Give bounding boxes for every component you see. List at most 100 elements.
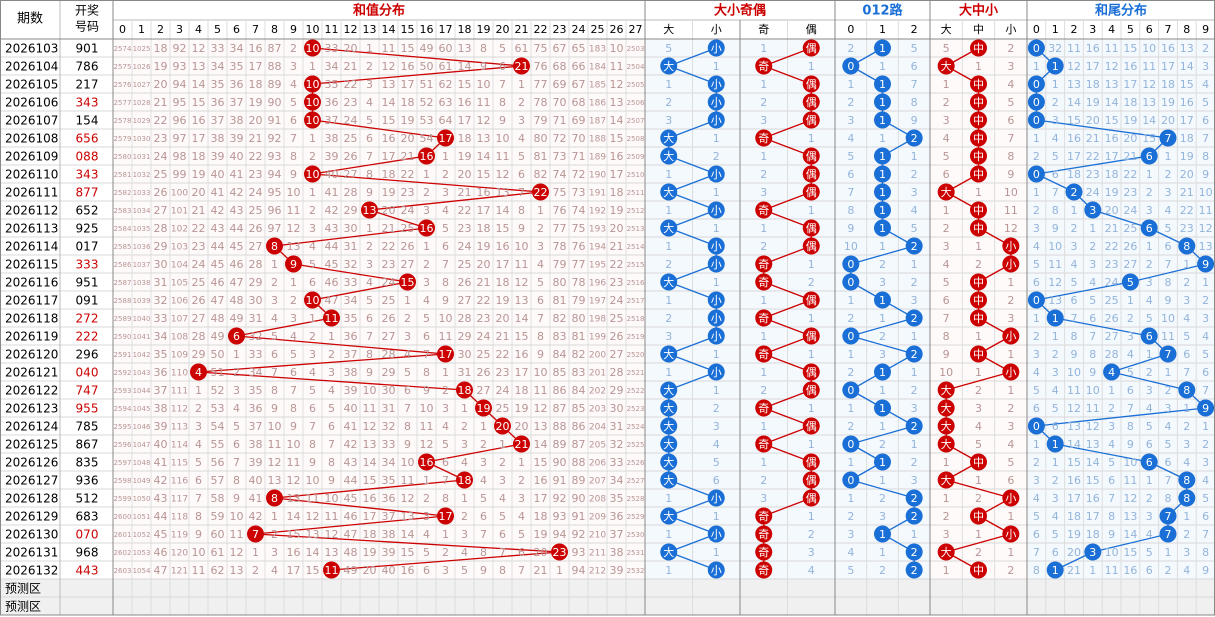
hit-label: 11 xyxy=(325,564,339,577)
draw-number: 968 xyxy=(76,546,99,560)
omission: 11 xyxy=(401,474,415,487)
omission: 8 xyxy=(1007,150,1014,163)
hit-label: 小 xyxy=(1005,330,1016,343)
omission: 5 xyxy=(290,96,297,109)
hit-label: 奇 xyxy=(758,132,769,145)
omission: 10 xyxy=(268,420,282,433)
omission: 207 xyxy=(589,477,606,487)
omission: 5 xyxy=(1033,384,1040,397)
omission: 74 xyxy=(553,168,567,181)
omission: 1 xyxy=(1183,402,1190,415)
trend-line xyxy=(312,155,427,175)
omission: 4 xyxy=(366,96,373,109)
period-header: 期数 xyxy=(17,12,43,27)
trend-line xyxy=(236,317,332,337)
omission: 2 xyxy=(309,150,316,163)
omission: 7 xyxy=(271,366,278,379)
hit-label: 10 xyxy=(306,42,320,55)
omission: 39 xyxy=(154,420,168,433)
omission: 2 xyxy=(713,150,720,163)
hit-label: 中 xyxy=(973,204,984,217)
hit-label: 大 xyxy=(941,185,952,199)
omission: 17 xyxy=(1161,60,1175,73)
hit-label: 中 xyxy=(973,510,984,523)
hit-ball xyxy=(937,399,955,417)
omission: 23 xyxy=(344,96,358,109)
omission: 1 xyxy=(879,546,886,559)
omission: 36 xyxy=(344,330,358,343)
trend-line xyxy=(236,335,446,355)
hit-label: 1 xyxy=(879,42,886,55)
omission: 21 xyxy=(249,132,263,145)
omission: 2503 xyxy=(627,45,645,53)
omission: 1046 xyxy=(133,423,151,431)
omission: 10 xyxy=(610,42,624,55)
omission: 4 xyxy=(1052,384,1059,397)
column-header: 9 xyxy=(1202,23,1209,36)
omission: 2521 xyxy=(627,369,645,377)
omission: 1 xyxy=(1108,384,1115,397)
hit-label: 0 xyxy=(847,474,854,487)
omission: 2 xyxy=(518,96,525,109)
omission: 21 xyxy=(534,564,548,577)
omission: 5 xyxy=(1052,150,1059,163)
omission: 2585 xyxy=(114,243,132,251)
omission: 2519 xyxy=(627,333,645,341)
omission: 1 xyxy=(911,258,918,271)
omission: 25 xyxy=(610,312,624,325)
omission: 1 xyxy=(1007,348,1014,361)
hit-ball xyxy=(304,93,321,111)
omission: 2 xyxy=(1146,492,1153,505)
group-title: 和值分布 xyxy=(353,3,405,19)
omission: 26 xyxy=(1123,240,1137,253)
omission: 3 xyxy=(1033,474,1040,487)
hit-label: 2 xyxy=(1071,186,1078,199)
omission: 3 xyxy=(1052,366,1059,379)
omission: 41 xyxy=(211,186,225,199)
omission: 2 xyxy=(442,546,449,559)
omission: 8 xyxy=(195,510,202,523)
omission: 4 xyxy=(1007,78,1014,91)
omission: 15 xyxy=(363,474,377,487)
omission: 115 xyxy=(171,459,188,469)
trend-line xyxy=(293,263,408,283)
omission: 20 xyxy=(1123,132,1137,145)
omission: 1 xyxy=(1165,546,1172,559)
omission: 5 xyxy=(1202,96,1209,109)
draw-number: 040 xyxy=(76,366,99,380)
omission: 33 xyxy=(382,438,396,451)
omission: 8 xyxy=(290,402,297,415)
omission: 71 xyxy=(572,150,586,163)
hit-label: 10 xyxy=(306,114,320,127)
omission: 16 xyxy=(363,492,377,505)
draw-number: 877 xyxy=(76,186,99,200)
hit-ball xyxy=(802,381,820,399)
omission: 21 xyxy=(1180,186,1194,199)
hit-ball xyxy=(399,273,416,291)
omission: 14 xyxy=(1105,96,1119,109)
omission: 18 xyxy=(515,384,529,397)
hit-label: 奇 xyxy=(758,348,769,361)
omission: 12 xyxy=(230,546,244,559)
omission: 8 xyxy=(1089,348,1096,361)
omission: 39 xyxy=(325,150,339,163)
hit-label: 中 xyxy=(973,96,984,109)
omission: 1045 xyxy=(133,405,151,413)
hit-label: 中 xyxy=(973,564,984,577)
omission: 61 xyxy=(439,60,453,73)
hit-label: 大 xyxy=(941,419,952,433)
column-header: 21 xyxy=(515,23,529,36)
omission: 17 xyxy=(534,492,548,505)
omission: 1 xyxy=(911,528,918,541)
omission: 42 xyxy=(249,510,263,523)
omission: 25 xyxy=(401,222,415,235)
omission: 10 xyxy=(287,186,301,199)
hit-label: 中 xyxy=(973,114,984,127)
omission: 22 xyxy=(249,150,263,163)
omission: 5 xyxy=(847,564,854,577)
omission: 1 xyxy=(1007,384,1014,397)
omission: 25 xyxy=(458,258,472,271)
omission: 18 xyxy=(1067,510,1081,523)
omission: 17 xyxy=(192,132,206,145)
hit-label: 1 xyxy=(879,150,886,163)
